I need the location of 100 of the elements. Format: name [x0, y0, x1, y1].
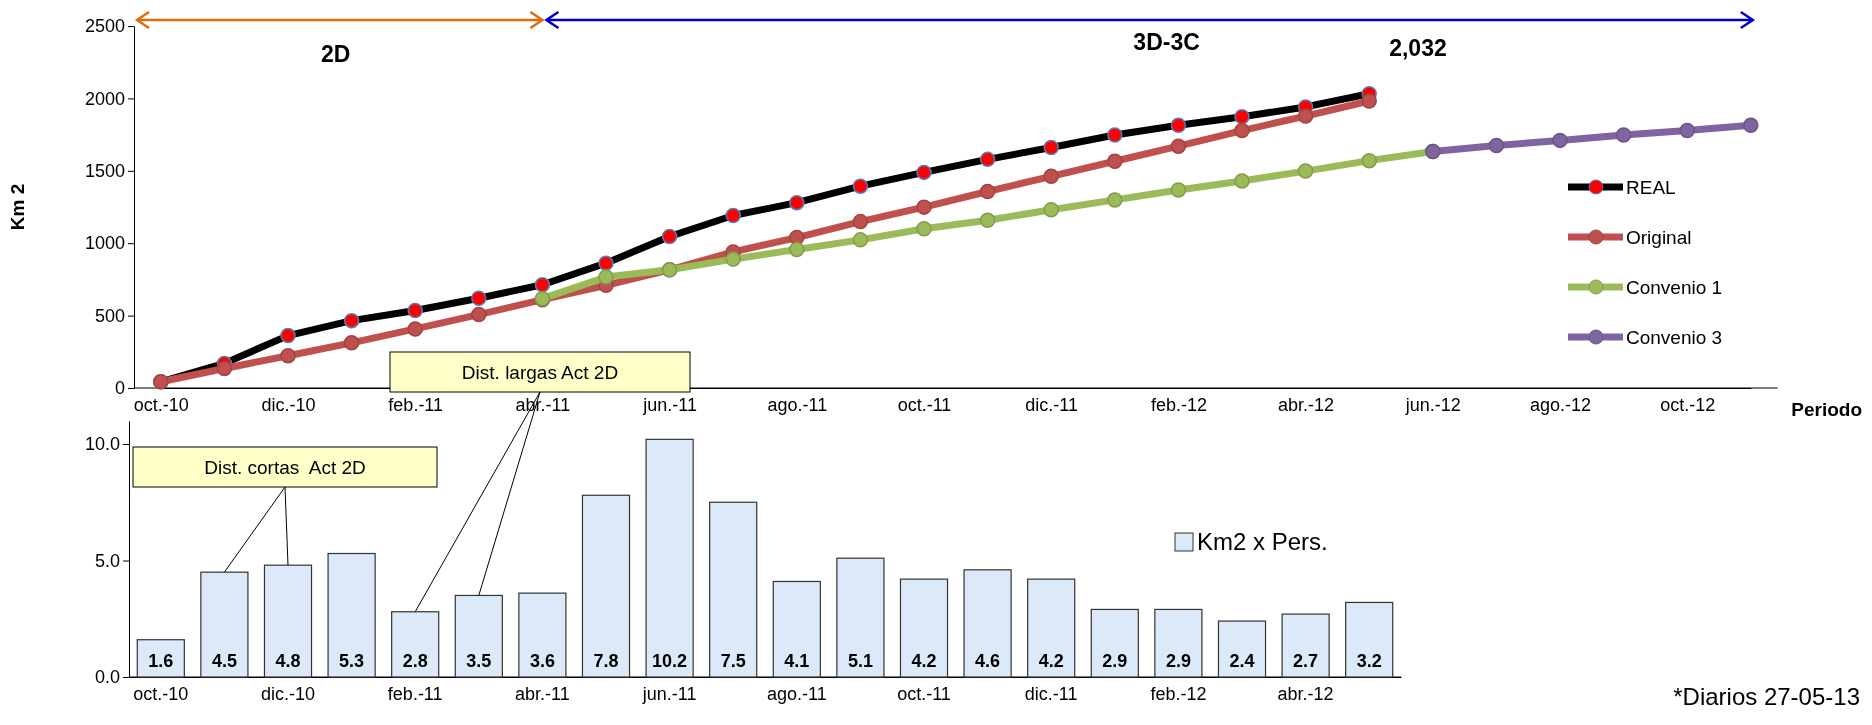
legend-label: Convenio 1 — [1626, 277, 1723, 298]
legend-label: Km2 x Pers. — [1197, 528, 1328, 555]
bar — [1217, 620, 1267, 678]
point — [1552, 132, 1568, 149]
x-tick-label: dic.-11 — [1024, 683, 1078, 704]
x-tick-label: feb.-12 — [1150, 683, 1207, 704]
data-label: 3.2 — [1356, 651, 1382, 671]
y-tick-label: 2000 — [84, 88, 125, 109]
x-tick-label: abr.-12 — [1277, 683, 1334, 704]
data-label: 2.9 — [1165, 651, 1191, 671]
data-label: 2.9 — [1102, 651, 1128, 671]
bar — [836, 557, 885, 678]
bar — [709, 501, 758, 678]
y-tick-label: 0.0 — [94, 667, 120, 688]
bar — [1345, 601, 1394, 678]
x-tick-label: dic.-10 — [260, 683, 316, 704]
point — [979, 183, 996, 200]
data-label: 7.8 — [593, 651, 619, 671]
x-tick-label: abr.-12 — [1278, 394, 1335, 415]
bar — [1154, 608, 1203, 678]
point — [789, 241, 805, 258]
point — [343, 335, 360, 351]
bar — [327, 552, 376, 678]
annotation: 2D — [321, 41, 351, 67]
x-tick-label: ago.-11 — [767, 394, 828, 415]
data-label: 4.5 — [211, 651, 237, 671]
data-label: 2.4 — [1229, 651, 1255, 671]
data-label: 7.5 — [720, 651, 746, 671]
bar — [518, 592, 567, 678]
data-label: 4.6 — [975, 651, 1001, 671]
x-tick-label: abr.-11 — [515, 683, 570, 704]
bar — [263, 564, 313, 678]
point — [852, 213, 869, 230]
data-label: 2.7 — [1293, 651, 1319, 671]
x-tick-label: oct.-10 — [133, 683, 189, 704]
x-tick-label: oct.-11 — [897, 683, 951, 704]
y-tick-label: 1500 — [84, 161, 125, 182]
point — [1043, 202, 1059, 218]
y-tick-label: 500 — [94, 305, 125, 326]
x-tick-label: feb.-12 — [1150, 394, 1207, 415]
point — [471, 306, 487, 323]
data-label: 4.2 — [1038, 651, 1064, 671]
point — [280, 347, 296, 364]
x-tick-label: oct.-11 — [897, 394, 952, 415]
point — [725, 251, 741, 267]
data-label: 4.8 — [275, 651, 301, 671]
point — [1234, 122, 1250, 139]
point — [1743, 117, 1759, 134]
point — [1361, 152, 1377, 169]
point — [1615, 127, 1632, 143]
data-label: 2.8 — [402, 651, 428, 671]
bar — [899, 578, 949, 678]
data-label: 4.2 — [911, 651, 937, 671]
x-tick-label: dic.-10 — [261, 394, 316, 415]
point — [1234, 173, 1250, 189]
point — [1043, 168, 1059, 185]
point — [1297, 163, 1314, 179]
point — [1679, 122, 1695, 139]
y-tick-label: 2500 — [84, 16, 125, 37]
point — [1361, 93, 1377, 109]
x-tick-label: oct.-10 — [133, 394, 189, 415]
point — [916, 199, 932, 215]
point — [1297, 108, 1314, 124]
bar — [1090, 608, 1139, 678]
y-axis-title: Km 2 — [7, 183, 28, 231]
data-label: 10.2 — [652, 651, 688, 671]
x-tick-label: jun.-11 — [642, 394, 697, 415]
data-label: 1.6 — [148, 651, 174, 671]
x-tick-label: ago.-11 — [766, 683, 827, 704]
annotation: Dist. largas Act 2D — [461, 362, 619, 383]
y-tick-label: 10.0 — [84, 434, 120, 455]
x-tick-label: feb.-11 — [387, 683, 443, 704]
bar — [1027, 578, 1076, 678]
legend-label: REAL — [1626, 177, 1676, 198]
bar — [963, 569, 1012, 678]
x-tick-label: feb.-11 — [388, 394, 444, 415]
bar — [645, 438, 694, 678]
bar — [136, 639, 185, 678]
legend-label: Convenio 3 — [1626, 327, 1723, 348]
point — [1170, 182, 1187, 198]
data-label: 2,032 — [1389, 34, 1447, 61]
point — [852, 232, 869, 248]
x-tick-label: oct.-12 — [1660, 394, 1716, 415]
bar — [772, 580, 821, 678]
x-tick-label: jun.-11 — [641, 683, 697, 704]
data-label: 3.6 — [529, 651, 555, 671]
bar — [581, 494, 631, 678]
bar — [454, 594, 503, 678]
annotation: Dist. cortas Act 2D — [204, 457, 366, 478]
bar — [1281, 613, 1330, 678]
point — [216, 360, 233, 377]
x-tick-label: ago.-12 — [1529, 394, 1592, 415]
data-label: 3.5 — [466, 651, 492, 671]
point — [407, 321, 423, 337]
x-tick-label: dic.-11 — [1025, 394, 1079, 415]
point — [1107, 192, 1123, 208]
text: *Diarios 27-05-13 — [1673, 683, 1860, 710]
legend-label: Original — [1626, 227, 1692, 248]
point — [598, 269, 614, 285]
bar — [200, 571, 249, 678]
